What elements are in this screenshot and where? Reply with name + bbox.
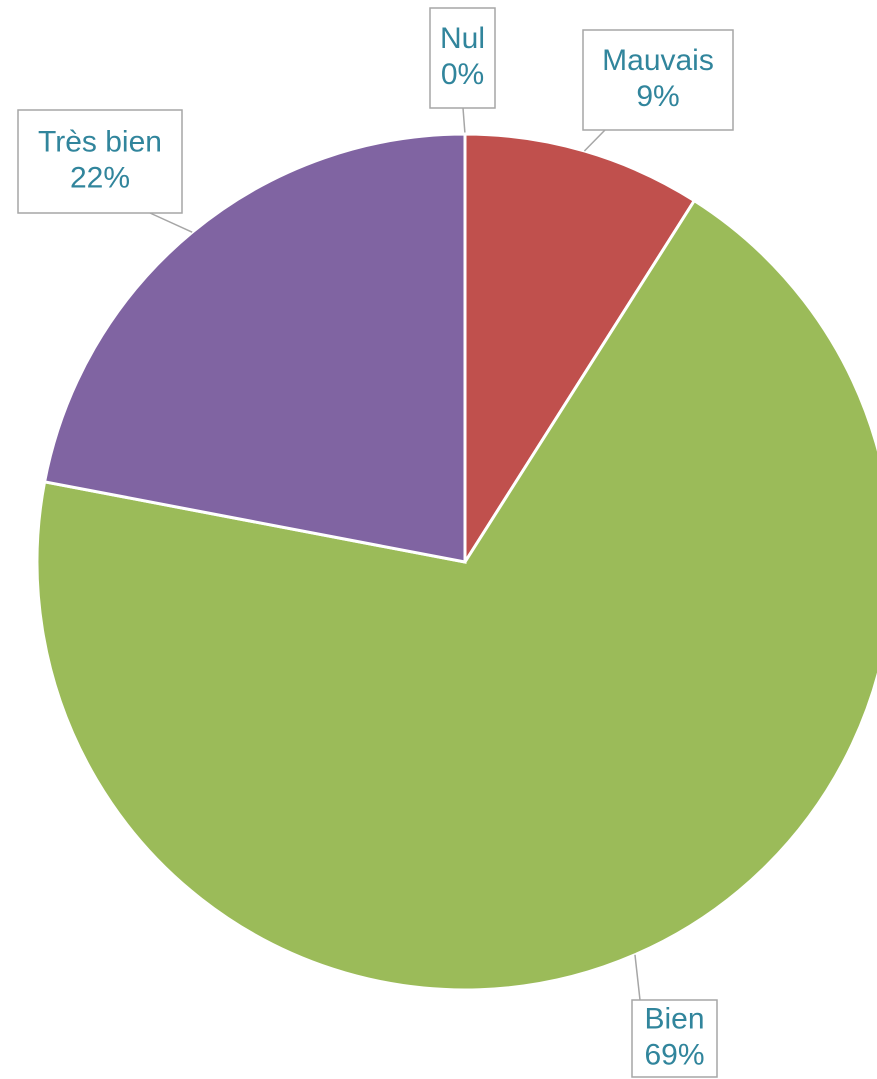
label-category: Bien xyxy=(644,1002,704,1035)
pie-slice xyxy=(42,132,467,564)
leader-line xyxy=(462,107,466,135)
label-category: Très bien xyxy=(38,125,162,158)
label-value: 9% xyxy=(636,80,679,113)
label-value: 0% xyxy=(441,58,484,91)
leader-line xyxy=(634,954,641,1001)
label-value: 69% xyxy=(644,1038,704,1071)
leader-line xyxy=(583,129,606,152)
leader-line xyxy=(149,212,193,233)
pie-slice xyxy=(463,132,697,568)
label-category: Mauvais xyxy=(602,44,714,77)
label-category: Nul xyxy=(440,22,485,55)
label-box xyxy=(429,7,496,109)
label-box xyxy=(582,29,734,131)
label-value: 22% xyxy=(70,161,130,194)
label-box xyxy=(631,999,718,1078)
label-box xyxy=(17,109,183,214)
